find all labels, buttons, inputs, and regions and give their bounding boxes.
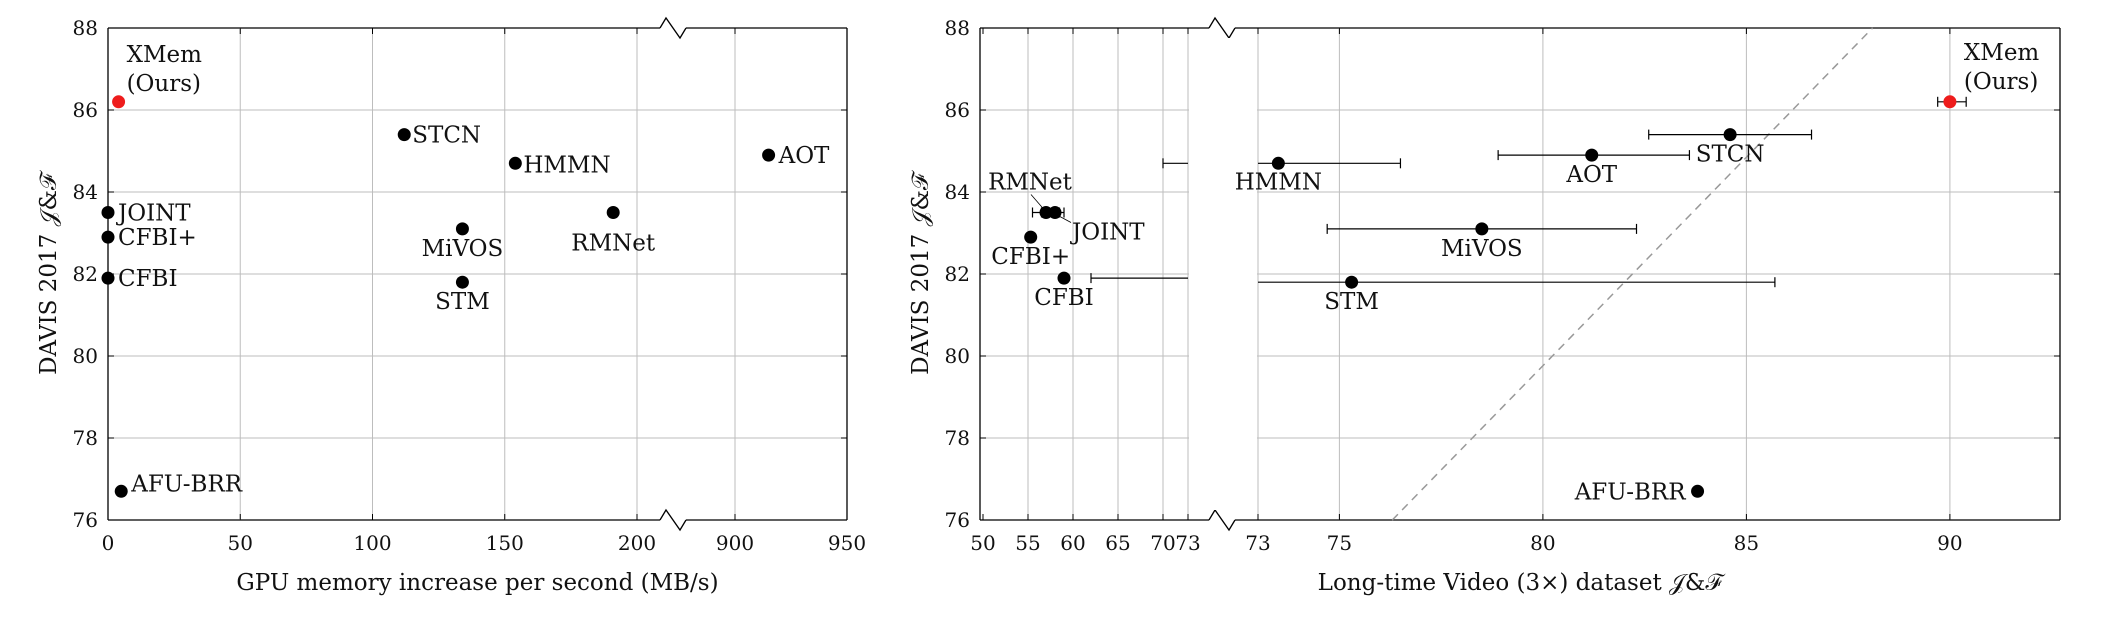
y-tick-label: 78	[73, 426, 98, 450]
x-tick-label: 55	[1015, 531, 1040, 555]
y-tick-label: 84	[73, 180, 98, 204]
point-label-cfbi-plus: CFBI+	[991, 244, 1070, 270]
x-tick-label: 80	[1530, 531, 1555, 555]
x-tick-label: 50	[228, 531, 253, 555]
point-label-joint: JOINT	[116, 201, 191, 227]
leader-line-joint	[1057, 215, 1072, 223]
y-axis-label: DAVIS 2017 𝒥&ℱ	[36, 169, 62, 375]
data-point-stm	[1345, 275, 1359, 289]
x-tick-label: 70	[1150, 531, 1175, 555]
data-point-cfbi-plus	[1024, 230, 1038, 244]
data-point-afu-brr	[1691, 484, 1705, 498]
point-label-stcn: STCN	[1696, 142, 1765, 168]
x-tick-label: 100	[353, 531, 391, 555]
data-point-stm	[455, 275, 469, 289]
axis-break-band	[1189, 38, 1257, 510]
y-tick-label: 88	[73, 16, 98, 40]
point-label-stm: STM	[435, 289, 490, 315]
point-label-xmem: XMem	[127, 42, 203, 68]
point-label-xmem: XMem	[1964, 40, 2040, 66]
data-point-hmmn	[1271, 156, 1285, 170]
data-point-joint	[101, 206, 115, 219]
y-tick-label: 84	[945, 180, 970, 204]
chart-gpu-memory: 76 78 80 82 84 86 88 GPU memory increase per se…	[36, 16, 866, 596]
leader-line-rmnet	[1030, 194, 1045, 210]
axis-break-mark	[659, 508, 687, 532]
data-point-stcn	[1723, 128, 1737, 142]
x-tick-label: 90	[1937, 531, 1962, 555]
data-point-rmnet	[606, 206, 620, 219]
y-tick-label: 82	[73, 262, 98, 286]
point-label-rmnet: RMNet	[988, 170, 1073, 196]
point-label-stcn: STCN	[412, 123, 481, 149]
axis-break-mark	[1208, 16, 1236, 40]
x-tick-label: 65	[1105, 531, 1130, 555]
point-label-mivos: MiVOS	[422, 236, 504, 262]
data-point-stcn	[397, 128, 411, 142]
data-point-afu-brr	[114, 484, 128, 498]
point-label-stm: STM	[1324, 289, 1379, 315]
x-tick-label: 73	[1175, 531, 1200, 555]
x-tick-label: 950	[828, 531, 866, 555]
axis-break-mark	[1208, 508, 1236, 532]
point-label-aot: AOT	[778, 143, 830, 169]
chart-long-time-video: 76 78 80 82 84 86 88 Long-time Video (3×) datas…	[908, 16, 2061, 596]
y-tick-label: 86	[73, 98, 98, 122]
data-point-aot	[762, 148, 776, 162]
point-label-hmmn: HMMN	[1235, 169, 1322, 195]
point-label-cfbi: CFBI	[1034, 285, 1094, 311]
x-tick-label: 73	[1245, 531, 1270, 555]
x-tick-label: 900	[716, 531, 754, 555]
data-point-joint	[1048, 206, 1062, 219]
x-axis-label: Long-time Video (3×) dataset 𝒥&ℱ	[1318, 570, 1727, 596]
point-label-hmmn: HMMN	[523, 152, 610, 178]
x-tick-label: 50	[970, 531, 995, 555]
point-label-afu-brr: AFU-BRR	[130, 471, 243, 497]
point-label-mivos: MiVOS	[1441, 236, 1523, 262]
data-point-cfbi	[101, 271, 115, 285]
data-point-aot	[1585, 148, 1599, 162]
y-tick-label: 76	[945, 508, 970, 532]
y-tick-label: 86	[945, 98, 970, 122]
y-tick-label: 78	[945, 426, 970, 450]
data-point-cfbi-plus	[101, 230, 115, 244]
point-label-cfbi: CFBI	[118, 266, 178, 292]
x-tick-label: 60	[1060, 531, 1085, 555]
point-label-xmem-sub: (Ours)	[127, 71, 201, 97]
point-label-joint: JOINT	[1070, 220, 1145, 246]
reference-diagonal-line	[1391, 27, 1874, 521]
y-axis-label: DAVIS 2017 𝒥&ℱ	[908, 169, 934, 375]
y-tick-label: 80	[945, 344, 970, 368]
data-point-mivos	[1475, 222, 1489, 236]
x-tick-label: 0	[102, 531, 115, 555]
point-label-rmnet: RMNet	[571, 231, 656, 257]
x-tick-label: 200	[618, 531, 656, 555]
point-label-aot: AOT	[1565, 162, 1617, 188]
x-axis-label: GPU memory increase per second (MB/s)	[236, 570, 718, 596]
y-tick-label: 76	[73, 508, 98, 532]
y-tick-label: 82	[945, 262, 970, 286]
data-point-xmem	[112, 95, 126, 109]
point-label-afu-brr: AFU-BRR	[1574, 479, 1687, 505]
data-point-cfbi	[1057, 271, 1071, 285]
data-point-xmem	[1943, 95, 1957, 109]
x-tick-label: 75	[1327, 531, 1352, 555]
data-point-hmmn	[508, 156, 522, 170]
point-label-xmem-sub: (Ours)	[1964, 69, 2038, 95]
y-tick-label: 80	[73, 344, 98, 368]
data-point-mivos	[455, 222, 469, 236]
x-tick-label: 150	[486, 531, 524, 555]
point-label-cfbi-plus: CFBI+	[118, 225, 197, 251]
y-tick-label: 88	[945, 16, 970, 40]
x-tick-label: 85	[1734, 531, 1759, 555]
axis-break-mark	[659, 16, 687, 40]
